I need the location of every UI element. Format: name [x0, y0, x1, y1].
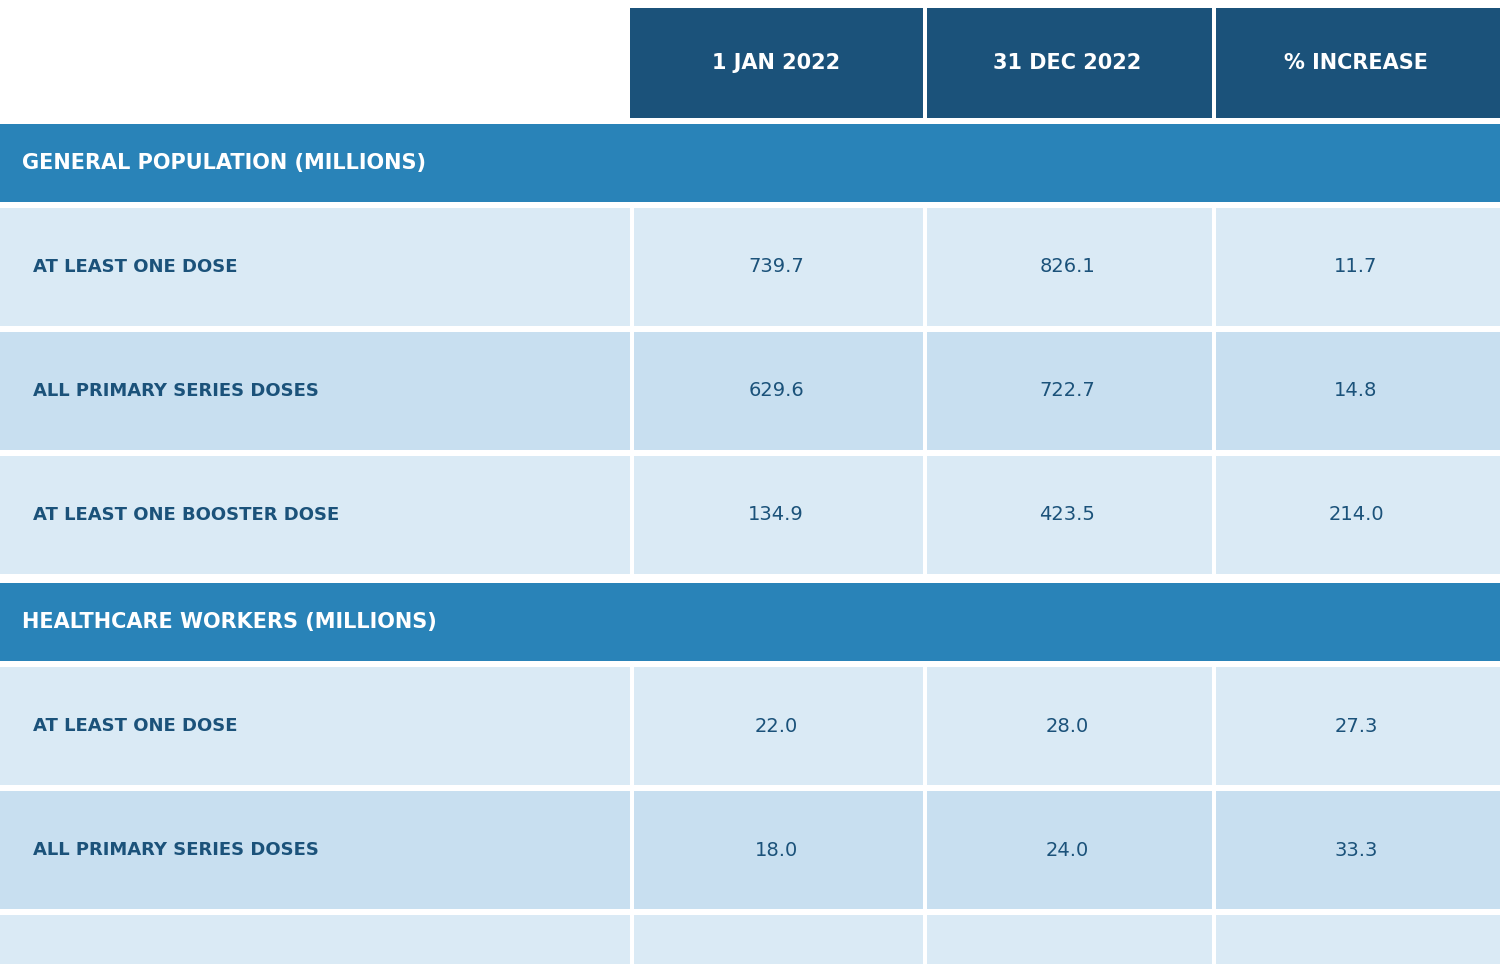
Text: GENERAL POPULATION (MILLIONS): GENERAL POPULATION (MILLIONS) [22, 153, 426, 173]
Text: HEALTHCARE WORKERS (MILLIONS): HEALTHCARE WORKERS (MILLIONS) [22, 612, 438, 632]
Bar [0, 661, 1500, 667]
Text: 18.0: 18.0 [754, 841, 798, 860]
Bar [1212, 208, 1216, 326]
Text: 27.3: 27.3 [1335, 716, 1377, 736]
Bar [1212, 332, 1216, 450]
Bar [0, 124, 1500, 202]
Bar [630, 208, 634, 326]
Text: 134.9: 134.9 [748, 505, 804, 524]
Text: 214.0: 214.0 [1328, 505, 1384, 524]
Text: 423.5: 423.5 [1040, 505, 1095, 524]
Text: 739.7: 739.7 [748, 257, 804, 277]
Text: 14.8: 14.8 [1335, 382, 1377, 400]
Bar [1212, 667, 1216, 785]
Text: 33.3: 33.3 [1335, 841, 1377, 860]
Text: 28.0: 28.0 [1046, 716, 1089, 736]
Text: ALL PRIMARY SERIES DOSES: ALL PRIMARY SERIES DOSES [33, 841, 320, 859]
Bar [0, 915, 1500, 964]
Bar [0, 332, 1500, 450]
Text: 22.0: 22.0 [754, 716, 798, 736]
Bar [1212, 791, 1216, 909]
Text: 629.6: 629.6 [748, 382, 804, 400]
Bar [1212, 456, 1216, 574]
Bar [0, 208, 1500, 326]
Text: AT LEAST ONE DOSE: AT LEAST ONE DOSE [33, 717, 237, 735]
Text: ALL PRIMARY SERIES DOSES: ALL PRIMARY SERIES DOSES [33, 382, 320, 400]
Bar [0, 785, 1500, 791]
Bar [0, 202, 1500, 208]
Bar [922, 332, 927, 450]
Bar [922, 915, 927, 964]
Text: AT LEAST ONE BOOSTER DOSE: AT LEAST ONE BOOSTER DOSE [33, 506, 339, 524]
Bar [1212, 915, 1216, 964]
Text: 826.1: 826.1 [1040, 257, 1095, 277]
Bar [922, 208, 927, 326]
Bar [630, 332, 634, 450]
Bar [922, 456, 927, 574]
Bar [1212, 8, 1216, 118]
Bar [0, 326, 1500, 332]
Bar [630, 667, 634, 785]
Bar [0, 791, 1500, 909]
Bar [0, 450, 1500, 456]
Bar [922, 667, 927, 785]
Bar [630, 791, 634, 909]
Text: AT LEAST ONE DOSE: AT LEAST ONE DOSE [33, 258, 237, 276]
Bar [630, 456, 634, 574]
Bar [0, 667, 1500, 785]
Bar [922, 8, 1212, 118]
Bar [630, 8, 922, 118]
Text: 31 DEC 2022: 31 DEC 2022 [993, 53, 1142, 73]
Text: 722.7: 722.7 [1040, 382, 1095, 400]
Bar [1212, 8, 1500, 118]
Text: 24.0: 24.0 [1046, 841, 1089, 860]
Bar [0, 583, 1500, 661]
Bar [922, 8, 927, 118]
Text: 11.7: 11.7 [1335, 257, 1377, 277]
Text: 1 JAN 2022: 1 JAN 2022 [712, 53, 840, 73]
Bar [630, 915, 634, 964]
Bar [0, 456, 1500, 574]
Text: % INCREASE: % INCREASE [1284, 53, 1428, 73]
Bar [0, 909, 1500, 915]
Bar [0, 118, 1500, 124]
Bar [0, 574, 1500, 583]
Bar [922, 791, 927, 909]
